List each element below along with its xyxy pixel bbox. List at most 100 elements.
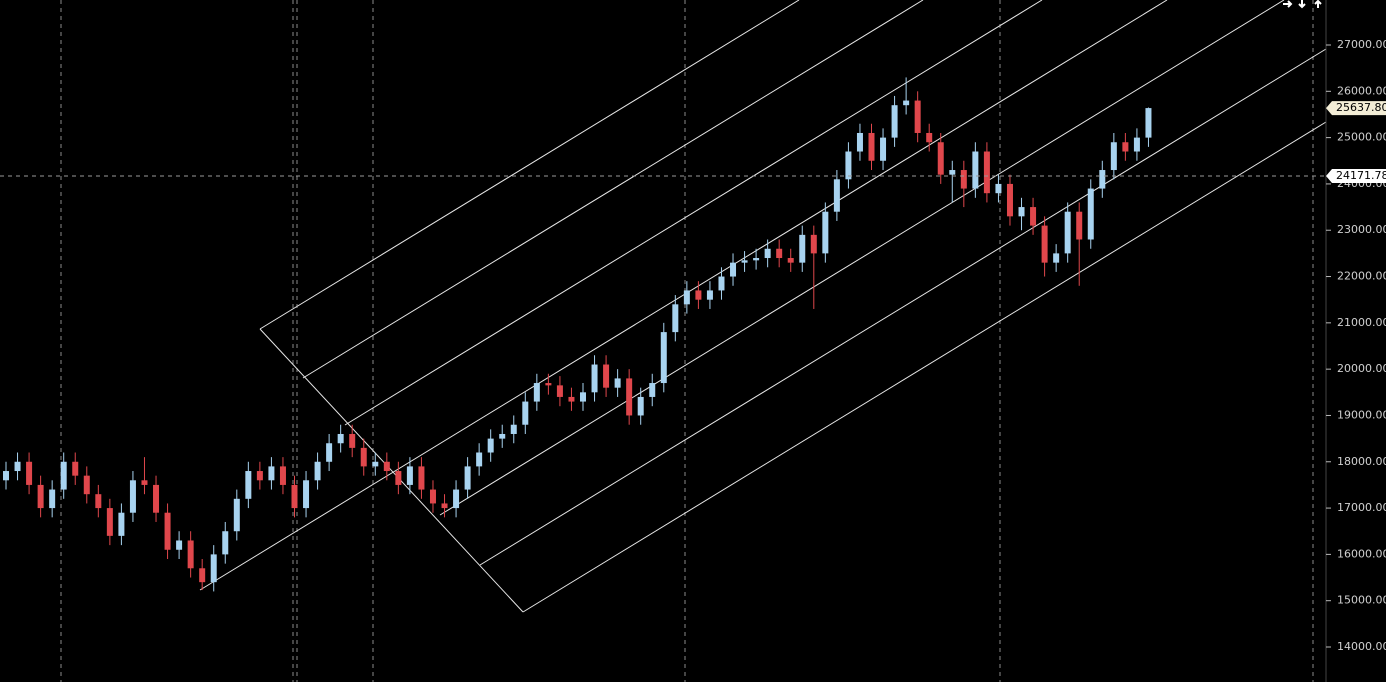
candle-body [256, 471, 263, 481]
channel-line [199, 0, 1168, 591]
candle-body [1087, 188, 1094, 240]
candle-body [1053, 253, 1060, 263]
channel-base [259, 328, 524, 613]
candle-body [983, 151, 990, 194]
candle-body [810, 234, 817, 254]
candle-body [176, 540, 183, 550]
candle-body [614, 378, 621, 388]
candle-body [487, 438, 494, 453]
candle-body [960, 170, 967, 189]
candle-body [764, 248, 771, 259]
y-tick-label: 17000.00 [1337, 501, 1386, 514]
channel-line [479, 48, 1327, 566]
y-tick-label: 23000.00 [1337, 223, 1386, 236]
candle-body [833, 179, 840, 212]
candle-body [187, 540, 194, 569]
candle-body [1133, 137, 1140, 152]
candle-body [418, 466, 425, 490]
candle-body [741, 260, 748, 263]
candle-body [106, 508, 113, 536]
arrow-right-icon[interactable] [1283, 0, 1293, 8]
channel-line [439, 0, 1285, 516]
y-tick-label: 20000.00 [1337, 362, 1386, 375]
candle-body [26, 461, 33, 485]
candle-body [233, 498, 240, 532]
arrow-up-icon[interactable] [1314, 0, 1322, 8]
channel-line [522, 121, 1327, 613]
candle-body [210, 554, 217, 583]
candles [3, 77, 1152, 592]
time-grid [60, 0, 1314, 682]
candle-body [868, 132, 875, 161]
candle-body [279, 466, 286, 485]
crosshair-label-box [1326, 168, 1386, 183]
candle-body [972, 151, 979, 189]
y-tick-label: 26000.00 [1337, 84, 1386, 97]
toolbar-icons[interactable] [1283, 0, 1322, 9]
candle-body [1018, 207, 1025, 217]
candle-body [441, 503, 448, 509]
last-price-label: 25637.80 [1336, 101, 1386, 114]
candle-body [291, 484, 298, 509]
candle-body [37, 484, 44, 509]
candle-body [83, 475, 90, 495]
candle-body [303, 480, 310, 509]
candle-body [199, 568, 206, 583]
candle-body [730, 262, 737, 277]
candle-body [649, 383, 656, 397]
candle-body [695, 290, 702, 300]
candle-body [949, 170, 956, 175]
candle-body [1110, 142, 1117, 171]
candle-body [891, 105, 898, 138]
candle-body [776, 248, 783, 259]
candle-body [995, 183, 1002, 194]
candle-body [49, 489, 56, 509]
y-tick-label: 15000.00 [1337, 594, 1386, 607]
candle-body [464, 466, 471, 490]
candle-body [880, 137, 887, 161]
candle-body [1006, 183, 1013, 217]
candle-body [349, 433, 356, 448]
candle-body [626, 378, 633, 416]
candle-body [95, 494, 102, 509]
candle-body [926, 132, 933, 143]
candle-body [522, 401, 529, 425]
candle-body [660, 332, 667, 384]
candle-body [672, 304, 679, 333]
candle-body [429, 489, 436, 504]
candle-body [1099, 170, 1106, 189]
candle-body [1064, 211, 1071, 254]
candle-body [118, 512, 125, 536]
candle-body [787, 258, 794, 263]
y-tick-label: 21000.00 [1337, 316, 1386, 329]
candle-body [568, 396, 575, 402]
candle-body [637, 396, 644, 416]
candle-body [856, 132, 863, 152]
candle-body [580, 392, 586, 402]
candle-body [14, 461, 21, 472]
candle-body [1122, 142, 1129, 152]
candle-body [245, 471, 252, 499]
candle-body [406, 466, 413, 485]
candle-body [683, 290, 690, 305]
candle-body [1041, 225, 1048, 263]
candle-body [706, 290, 713, 300]
candle-body [337, 433, 344, 444]
y-tick-label: 27000.00 [1337, 38, 1386, 51]
y-tick-label: 19000.00 [1337, 408, 1386, 421]
candle-body [1145, 108, 1152, 138]
candle-body [3, 471, 9, 481]
y-tick-label: 16000.00 [1337, 547, 1386, 560]
candle-body [222, 531, 229, 555]
candle-body [533, 383, 540, 402]
candle-body [326, 443, 333, 462]
crosshair-label: 24171.78 [1336, 169, 1386, 182]
candle-body [914, 100, 921, 133]
candle-body [603, 364, 610, 388]
arrow-down-icon[interactable] [1298, 0, 1306, 9]
candle-body [360, 447, 367, 467]
candle-body [556, 385, 563, 397]
channel-line [259, 0, 800, 330]
candle-body [799, 234, 806, 263]
